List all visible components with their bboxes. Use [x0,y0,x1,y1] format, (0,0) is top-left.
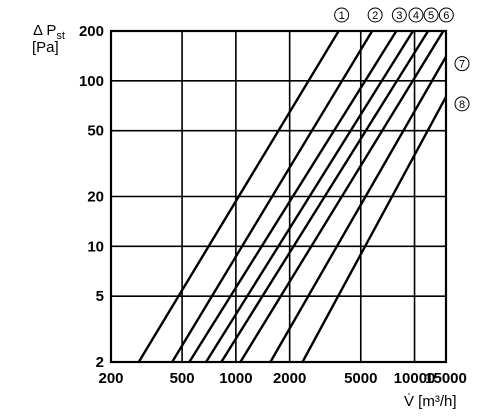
series-marker-7: 7 [454,56,470,72]
y-tick-label: 100 [79,73,104,90]
y-axis-label: Δ Pst [33,22,65,42]
plot-frame [109,29,448,364]
series-line-3 [188,30,398,363]
series-marker-4: 4 [408,7,424,23]
series-marker-label: 2 [372,10,378,22]
x-tick-label: 2000 [273,370,306,387]
x-axis-label: V̇ [m³/h] [404,393,457,410]
series-marker-label: 8 [459,99,465,111]
x-tick-label: 15000 [425,370,467,387]
series-marker-circle [423,7,439,23]
series-marker-8: 8 [454,96,470,112]
series-line-4 [205,30,414,363]
series-line-8 [301,96,448,363]
series-marker-circle [408,7,424,23]
series-marker-circle [454,56,470,72]
y-tick-labels: 2 5 10 20 50 100 200 [79,23,104,371]
y-axis-label-sub: st [56,30,65,42]
y-tick-label: 2 [96,354,104,371]
series-marker-6: 6 [438,7,454,23]
series-marker-label: 5 [428,10,434,22]
series-line-6 [239,30,445,363]
series-markers: 1 2 3 4 5 6 7 8 [334,7,470,112]
series-marker-circle [454,96,470,112]
series-marker-circle [367,7,383,23]
series-line-5 [220,30,430,363]
series-marker-label: 6 [443,10,449,22]
series-marker-label: 1 [339,10,345,22]
x-tick-label: 5000 [344,370,377,387]
series-marker-circle [391,7,407,23]
y-axis-unit: [Pa] [32,39,59,56]
series-line-1 [137,30,340,363]
y-tick-label: 50 [87,123,104,140]
series-marker-1: 1 [334,7,350,23]
series-marker-3: 3 [391,7,407,23]
x-tick-label: 200 [98,370,123,387]
series-marker-2: 2 [367,7,383,23]
y-axis-label-main: Δ P [33,22,56,39]
y-tick-label: 200 [79,23,104,40]
series-marker-label: 3 [396,10,402,22]
series-lines [137,30,448,363]
series-line-2 [171,30,374,363]
x-tick-label: 10000 [394,370,436,387]
x-tick-label: 500 [170,370,195,387]
series-marker-label: 4 [413,10,419,22]
series-marker-5: 5 [423,7,439,23]
series-marker-circle [334,7,350,23]
series-marker-circle [438,7,454,23]
y-tick-label: 5 [96,288,104,305]
x-tick-label: 1000 [219,370,252,387]
y-tick-label: 10 [87,238,104,255]
series-line-7 [269,56,448,363]
series-marker-label: 7 [459,59,465,71]
y-tick-label: 20 [87,189,104,206]
